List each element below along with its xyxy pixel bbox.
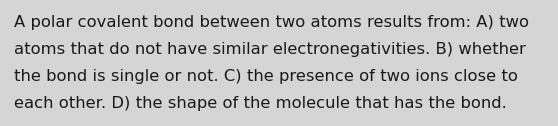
Text: atoms that do not have similar electronegativities. B) whether: atoms that do not have similar electrone… xyxy=(14,42,526,57)
Text: each other. D) the shape of the molecule that has the bond.: each other. D) the shape of the molecule… xyxy=(14,96,507,111)
Text: the bond is single or not. C) the presence of two ions close to: the bond is single or not. C) the presen… xyxy=(14,69,518,84)
Text: A polar covalent bond between two atoms results from: A) two: A polar covalent bond between two atoms … xyxy=(14,15,529,30)
